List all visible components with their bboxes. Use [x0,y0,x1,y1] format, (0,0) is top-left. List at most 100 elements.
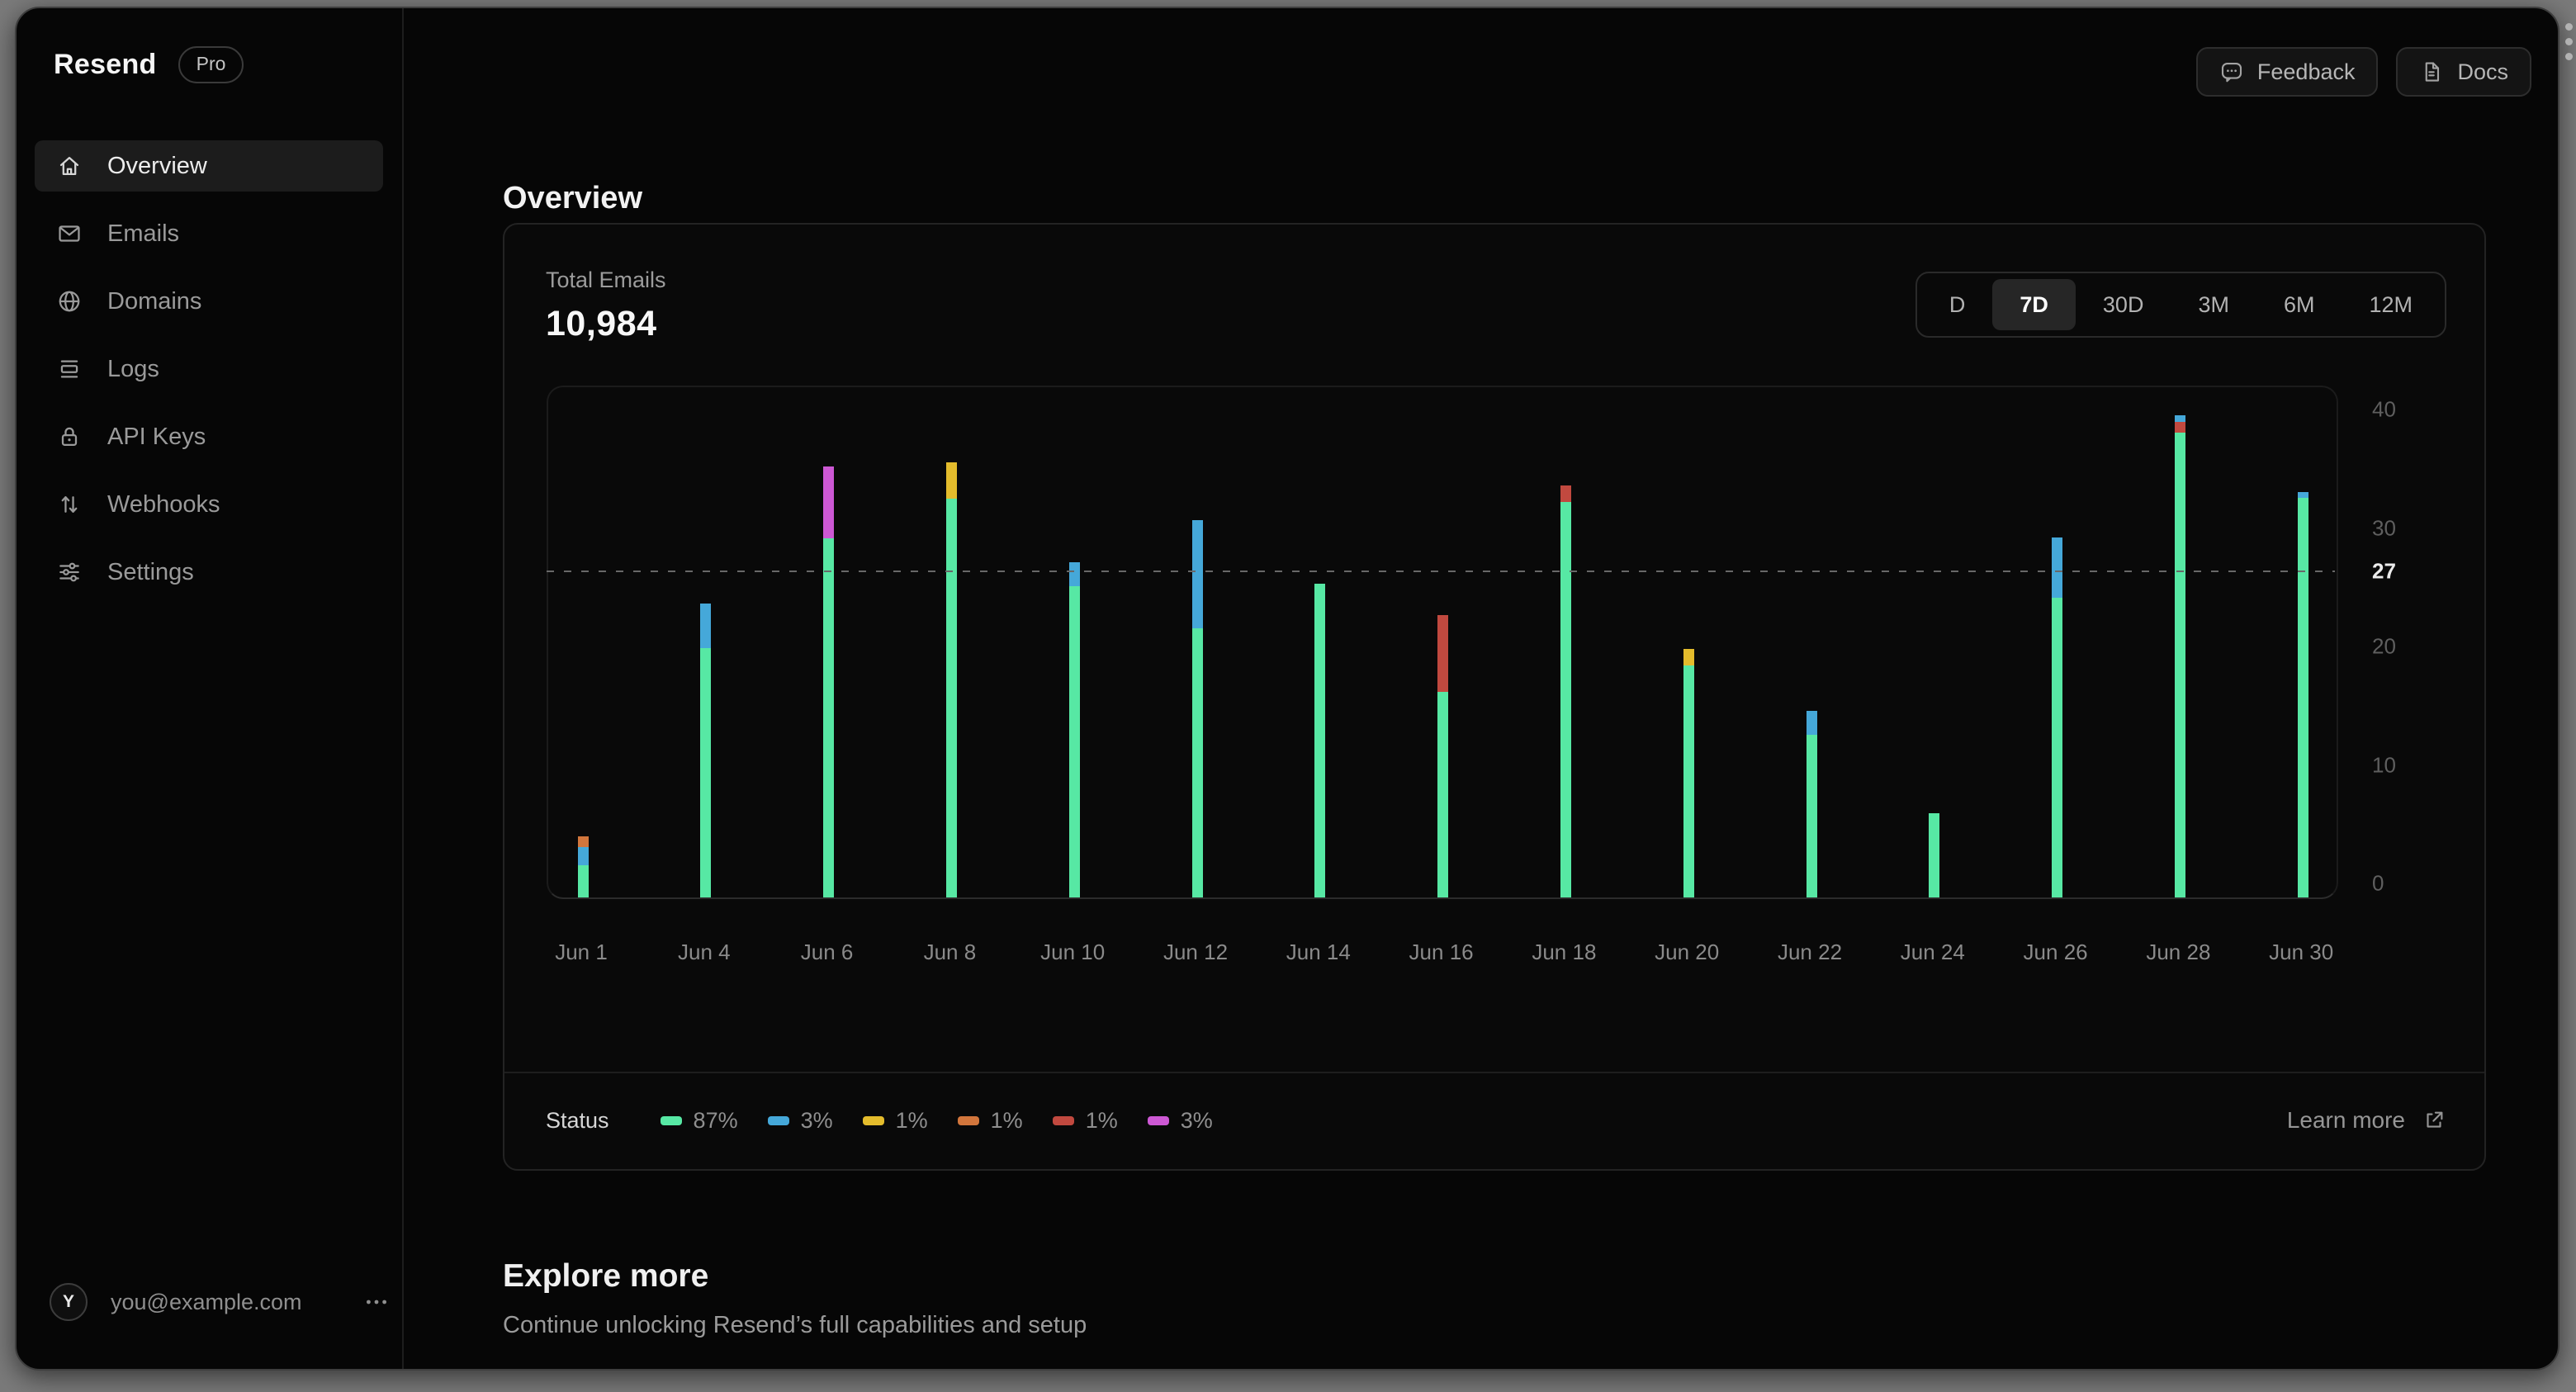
total-emails-card: Total Emails 10,984 D 7D 30D 3M 6M 12M 0 10 20 3… [503,223,2486,1171]
bar-jun-14 [1314,584,1326,897]
range-option-12m[interactable]: 12M [2369,291,2413,317]
card-footer-divider [504,1072,2484,1073]
sidebar-item-label: Emails [107,220,180,247]
x-tick-label: Jun 6 [800,940,854,964]
y-tick-label: 10 [2372,752,2396,777]
arrows-up-down-icon [56,491,83,518]
sidebar-item-webhooks[interactable]: Webhooks [35,479,383,530]
range-option-3m[interactable]: 3M [2198,291,2229,317]
x-tick-label: Jun 16 [1409,940,1474,964]
avatar: Y [50,1283,88,1321]
range-option-6m[interactable]: 6M [2283,291,2315,317]
legend-percent: 3% [800,1107,833,1133]
user-options-button[interactable] [363,1289,390,1315]
bar-jun-6 [823,466,835,897]
x-tick-label: Jun 20 [1655,940,1720,964]
bar-jun-24 [1929,813,1940,897]
x-tick-label: Jun 28 [2146,940,2211,964]
y-tick-label: 30 [2372,515,2396,540]
learn-more-link[interactable]: Learn more [2287,1107,2446,1134]
bar-segment-red [2174,422,2185,433]
bar-jun-1 [577,836,589,897]
legend-item-blue: 3% [767,1107,833,1134]
mail-icon [56,220,83,247]
time-range-selector: D 7D 30D 3M 6M 12M [1915,272,2446,338]
sidebar-item-domains[interactable]: Domains [35,276,383,327]
bar-segment-green [1068,586,1080,897]
sidebar-item-overview[interactable]: Overview [35,140,383,192]
bar-jun-4 [700,604,712,897]
legend-swatch-red [1052,1115,1074,1125]
bar-jun-16 [1437,615,1449,897]
range-option-30d[interactable]: 30D [2102,291,2144,317]
bar-segment-green [1806,735,1817,897]
sidebar-item-api-keys[interactable]: API Keys [35,411,383,462]
metric-label: Total Emails [546,268,666,292]
sidebar-item-logs[interactable]: Logs [35,343,383,395]
x-tick-label: Jun 18 [1532,940,1597,964]
range-option-d[interactable]: D [1949,291,1966,317]
bar-segment-green [1191,628,1203,897]
legend-item-green: 87% [660,1107,738,1134]
legend-swatch-yellow [862,1115,884,1125]
sliders-icon [56,559,83,585]
bar-segment-blue [2297,492,2308,498]
legend-percent: 87% [693,1107,738,1133]
bar-jun-22 [1806,711,1817,897]
highlight-dashed-line [547,571,2335,572]
legend-item-yellow: 1% [862,1108,928,1134]
bar-chart-plot [547,386,2338,899]
bar-segment-green [1683,665,1694,897]
logo-row: Resend Pro [54,46,244,83]
docs-label: Docs [2457,59,2508,84]
bar-segment-green [2052,598,2063,897]
bar-jun-26 [2052,537,2063,897]
bar-jun-28 [2174,415,2185,897]
status-legend: 87% 3% 1% 1% 1% 3% [660,1107,1213,1134]
bar-segment-green [700,648,712,897]
user-menu[interactable]: Y you@example.com [50,1283,390,1321]
external-link-icon [2427,1111,2443,1128]
sidebar: Resend Pro Overview Emails Domains Logs API … [17,8,404,1369]
sidebar-item-settings[interactable]: Settings [35,547,383,598]
explore-subtitle: Continue unlocking Resend’s full capabil… [503,1312,1087,1338]
sidebar-item-label: API Keys [107,423,206,450]
lock-icon [56,424,83,450]
bar-segment-green [945,499,957,897]
bar-segment-red [1437,615,1449,692]
bar-jun-12 [1191,520,1203,897]
metric-value: 10,984 [546,304,657,343]
bar-segment-blue [1191,520,1203,628]
bar-segment-green [1929,813,1940,897]
legend-swatch-orange [957,1115,979,1125]
explore-title: Explore more [503,1258,709,1295]
y-tick-label: 40 [2372,396,2396,422]
docs-button[interactable]: Docs [2396,47,2531,97]
bar-segment-green [1314,584,1326,897]
scrollbar-dots [2565,23,2573,60]
feedback-button[interactable]: Feedback [2195,47,2379,97]
bar-segment-blue [2174,415,2185,422]
x-tick-label: Jun 1 [555,940,608,964]
range-option-7d[interactable]: 7D [1992,279,2076,330]
bar-segment-red [1560,485,1571,502]
legend-item-red: 1% [1052,1108,1118,1134]
legend-item-magenta: 3% [1147,1108,1213,1134]
app-logo: Resend [54,49,157,80]
bar-segment-yellow [1683,649,1694,665]
bar-jun-10 [1068,562,1080,897]
bar-jun-8 [945,462,957,897]
bar-segment-green [2174,433,2185,897]
user-email: you@example.com [111,1289,302,1314]
bar-segment-green [823,538,835,897]
ellipsis-icon [367,1300,386,1304]
bar-segment-green [577,865,589,897]
document-icon [2426,62,2440,82]
legend-item-orange: 1% [957,1108,1023,1134]
legend-swatch-magenta [1147,1115,1169,1125]
sidebar-item-emails[interactable]: Emails [35,208,383,259]
status-label: Status [546,1107,609,1133]
x-tick-label: Jun 12 [1163,940,1229,964]
x-tick-label: Jun 22 [1777,940,1843,964]
